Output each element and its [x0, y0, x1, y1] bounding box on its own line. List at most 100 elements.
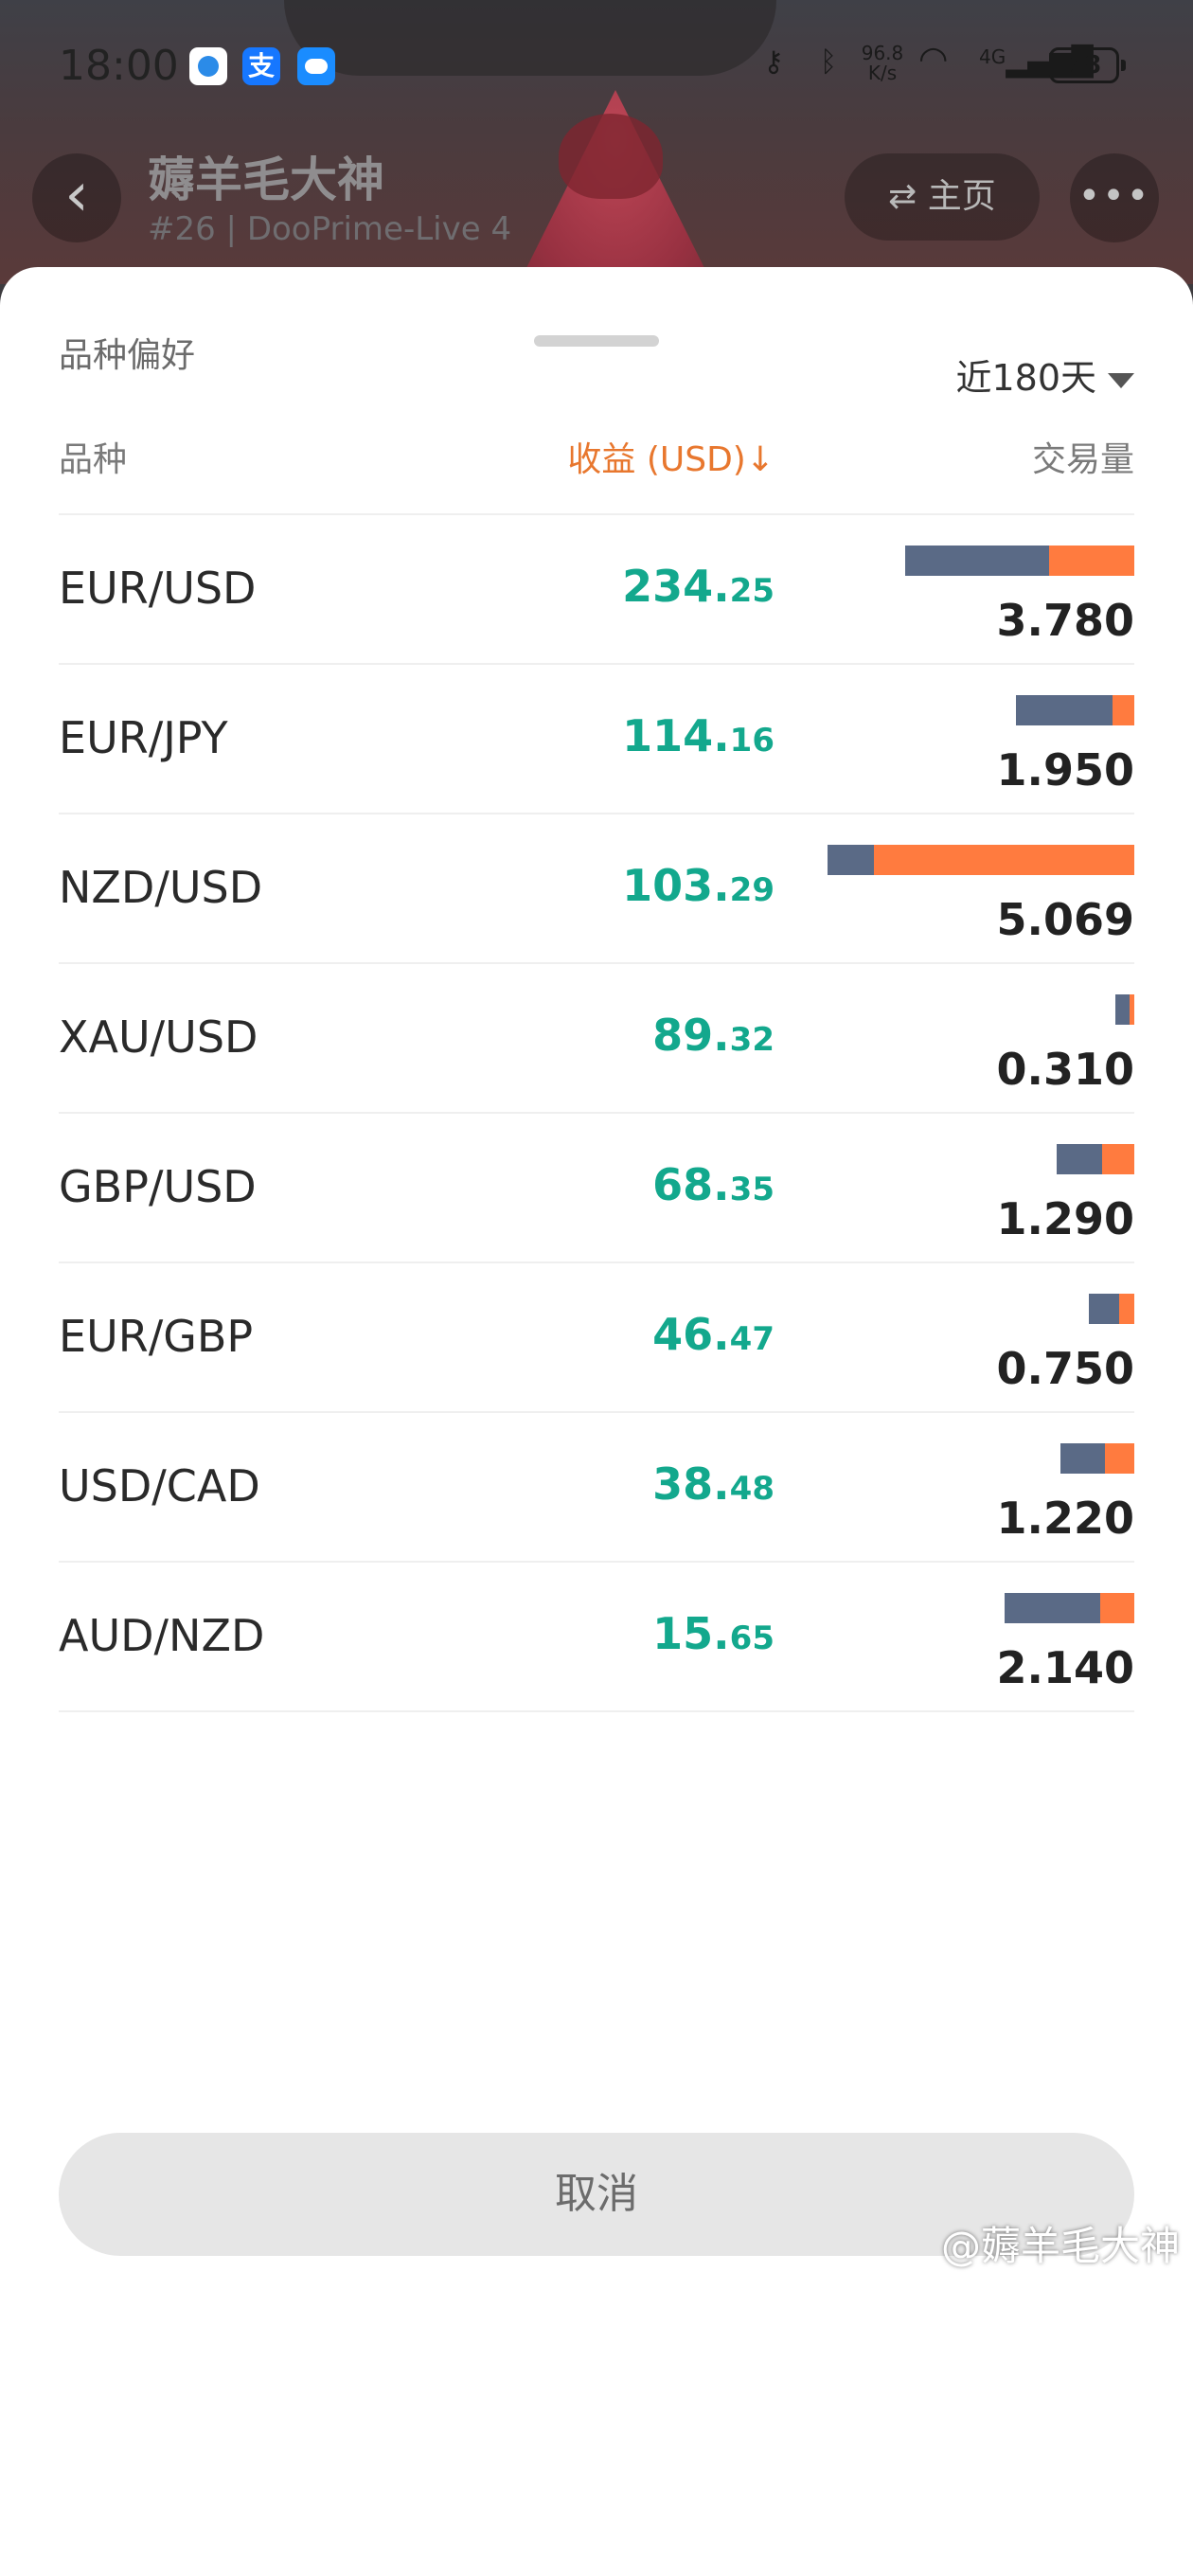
volume-bar-sell — [1113, 695, 1134, 725]
volume-value: 0.310 — [996, 1044, 1134, 1095]
background-kayak-seat — [559, 114, 663, 199]
pnl-integer: 68. — [652, 1159, 730, 1210]
volume-bar-buy — [1060, 1443, 1105, 1474]
volume-bar-sell — [1049, 546, 1134, 576]
pnl-value: 38.48 — [652, 1458, 775, 1510]
pnl-decimal: 48 — [729, 1470, 775, 1508]
watermark: @薅羊毛大神 — [940, 2223, 1180, 2269]
list-item[interactable]: EUR/USD 234.25 3.780 — [59, 513, 1134, 663]
wifi-icon: ◠ — [918, 40, 949, 79]
volume-bar — [828, 845, 1134, 875]
symbol-list: EUR/USD 234.25 3.780 EUR/JPY 114.16 1.950 NZD/… — [59, 513, 1134, 1712]
header-background — [0, 0, 1193, 284]
network-speed: 96.8 K/s — [856, 44, 909, 83]
pnl-integer: 15. — [652, 1608, 730, 1659]
background-rock — [284, 0, 776, 76]
pnl-integer: 114. — [622, 710, 730, 761]
pnl-value: 234.25 — [622, 561, 775, 612]
volume-bar-buy — [1016, 695, 1113, 725]
list-item[interactable]: AUD/NZD 15.65 2.140 — [59, 1561, 1134, 1712]
symbol-label: EUR/USD — [59, 563, 257, 614]
more-icon: ••• — [1077, 174, 1151, 218]
volume-bar — [1005, 1593, 1134, 1623]
volume-value: 2.140 — [996, 1642, 1134, 1693]
volume-bar — [1060, 1443, 1134, 1474]
symbol-label: EUR/GBP — [59, 1311, 254, 1362]
pnl-integer: 38. — [652, 1458, 730, 1510]
network-speed-unit: K/s — [867, 62, 898, 84]
list-item[interactable]: NZD/USD 103.29 5.069 — [59, 813, 1134, 962]
caret-down-icon — [1108, 372, 1134, 388]
volume-bar-buy — [905, 546, 1049, 576]
home-button[interactable]: ⇄ 主页 — [845, 153, 1040, 241]
volume-bar — [1089, 1294, 1134, 1324]
pnl-value: 89.32 — [652, 1010, 775, 1061]
more-button[interactable]: ••• — [1070, 153, 1159, 242]
weather-icon — [297, 47, 335, 85]
pnl-value: 15.65 — [652, 1608, 775, 1659]
period-label: 近180天 — [955, 357, 1096, 399]
volume-value: 5.069 — [996, 894, 1134, 945]
list-item[interactable]: GBP/USD 68.35 1.290 — [59, 1112, 1134, 1261]
pnl-value: 114.16 — [622, 710, 775, 761]
symbol-label: NZD/USD — [59, 862, 263, 913]
pnl-decimal: 29 — [729, 871, 775, 909]
pnl-integer: 234. — [622, 561, 730, 612]
list-item[interactable]: XAU/USD 89.32 0.310 — [59, 962, 1134, 1112]
status-time: 18:00 — [59, 42, 179, 90]
home-label: 主页 — [927, 177, 996, 216]
pnl-decimal: 16 — [729, 722, 775, 760]
sheet-title: 品种偏好 — [59, 336, 196, 375]
battery-icon: 78 — [1049, 47, 1126, 83]
volume-bar — [1115, 994, 1134, 1025]
pnl-integer: 103. — [622, 860, 730, 911]
back-button[interactable]: ‹ — [32, 153, 121, 242]
volume-bar-sell — [1102, 1144, 1134, 1174]
cancel-button[interactable]: 取消 — [59, 2133, 1134, 2256]
pnl-decimal: 32 — [729, 1021, 775, 1059]
volume-value: 1.950 — [996, 744, 1134, 796]
back-icon: ‹ — [64, 160, 89, 230]
volume-bar — [1057, 1144, 1134, 1174]
volume-bar-sell — [1130, 994, 1134, 1025]
volume-bar-sell — [1119, 1294, 1134, 1324]
network-type: 4G — [979, 45, 1006, 68]
symbol-label: AUD/NZD — [59, 1610, 265, 1661]
pnl-decimal: 25 — [729, 572, 775, 610]
list-item[interactable]: USD/CAD 38.48 1.220 — [59, 1411, 1134, 1561]
volume-value: 0.750 — [996, 1343, 1134, 1394]
sheet-handle[interactable] — [534, 335, 659, 347]
volume-bar-buy — [1057, 1144, 1102, 1174]
pnl-value: 46.47 — [652, 1309, 775, 1360]
volume-bar-sell — [1100, 1593, 1134, 1623]
bluetooth-icon: ᛒ — [820, 45, 837, 79]
volume-bar-buy — [1115, 994, 1130, 1025]
pnl-value: 103.29 — [622, 860, 775, 911]
pnl-value: 68.35 — [652, 1159, 775, 1210]
symbol-label: USD/CAD — [59, 1460, 260, 1512]
period-dropdown[interactable]: 近180天 — [955, 349, 1134, 401]
network-speed-value: 96.8 — [861, 42, 904, 64]
volume-bar-buy — [1005, 1593, 1100, 1623]
pnl-integer: 46. — [652, 1309, 730, 1360]
column-header-symbol: 品种 — [59, 440, 128, 479]
swap-icon: ⇄ — [888, 177, 917, 216]
volume-bar-buy — [828, 845, 874, 875]
profile-name: 薅羊毛大神 — [148, 152, 384, 207]
column-header-volume[interactable]: 交易量 — [1031, 440, 1134, 479]
preference-sheet: 品种偏好 近180天 品种 收益 (USD)↓ 交易量 EUR/USD 234.2… — [0, 267, 1193, 2576]
symbol-label: GBP/USD — [59, 1161, 257, 1212]
volume-bar-buy — [1089, 1294, 1119, 1324]
status-bar: 18:00 支 ⚷ ᛒ 96.8 K/s ◠ 4G▂▄▆█ 78 — [0, 38, 1193, 104]
pnl-integer: 89. — [652, 1010, 730, 1061]
volume-value: 1.220 — [996, 1493, 1134, 1544]
symbol-label: XAU/USD — [59, 1011, 258, 1063]
list-item[interactable]: EUR/GBP 46.47 0.750 — [59, 1261, 1134, 1411]
pnl-decimal: 47 — [729, 1320, 775, 1358]
volume-bar-sell — [1105, 1443, 1134, 1474]
list-item[interactable]: EUR/JPY 114.16 1.950 — [59, 663, 1134, 813]
volume-bar — [1016, 695, 1134, 725]
column-header-pnl[interactable]: 收益 (USD)↓ — [567, 440, 775, 479]
volume-bar — [905, 546, 1134, 576]
symbol-label: EUR/JPY — [59, 712, 228, 763]
